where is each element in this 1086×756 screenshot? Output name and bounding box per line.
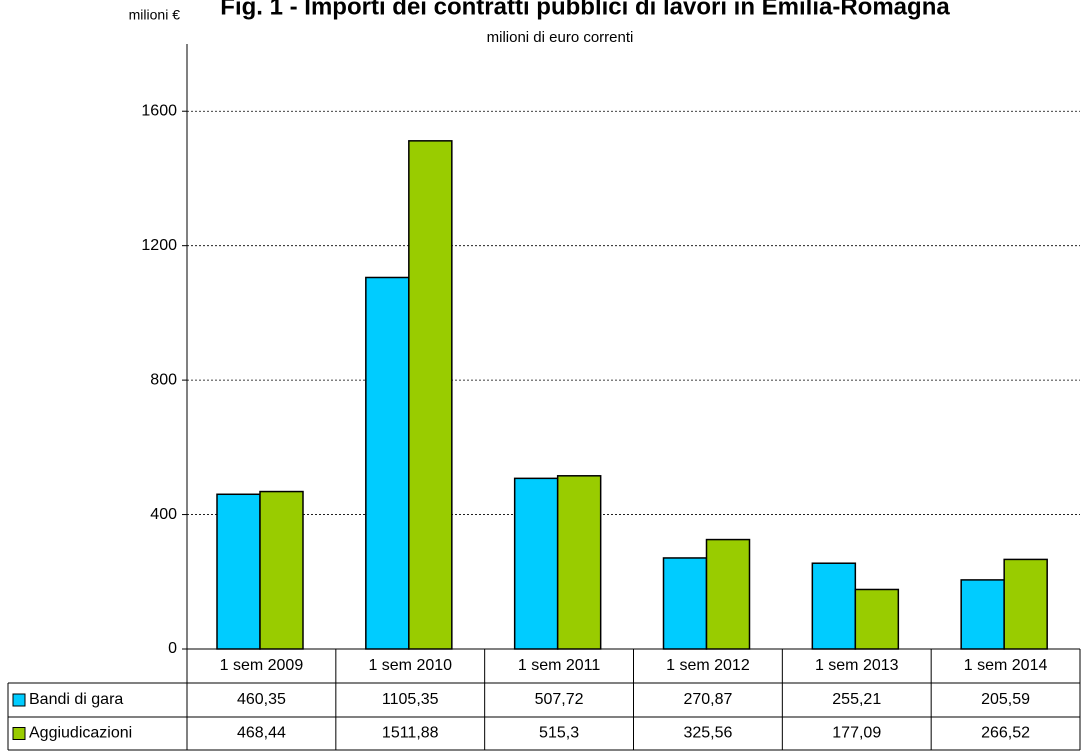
chart-subtitle: milioni di euro correnti [487, 29, 634, 46]
bar [259, 490, 304, 650]
bar [960, 579, 1005, 650]
bar [365, 276, 410, 650]
y-tick-label: 800 [150, 371, 177, 388]
table-value: 270,87 [683, 691, 732, 708]
table-value: 515,3 [539, 725, 579, 742]
bar [216, 493, 261, 650]
table-value: 255,21 [832, 691, 881, 708]
table-value: 266,52 [981, 725, 1030, 742]
legend-label: Bandi di gara [29, 691, 123, 708]
y-axis-label: milioni € [129, 7, 181, 23]
table-value: 460,35 [237, 691, 286, 708]
bar [513, 477, 559, 650]
x-tick-label: 1 sem 2012 [666, 657, 750, 674]
y-tick-label: 1600 [141, 102, 177, 119]
table-value: 507,72 [535, 691, 584, 708]
legend-label: Aggiudicazioni [29, 725, 132, 742]
table-value: 177,09 [832, 725, 881, 742]
bar [854, 588, 900, 650]
y-tick-label: 0 [168, 640, 177, 657]
bar [811, 562, 857, 650]
chart-title: Fig. 1 - Importi dei contratti pubblici … [220, 0, 950, 20]
bar [662, 557, 708, 650]
bar [1003, 558, 1048, 650]
bar [408, 140, 453, 650]
legend-swatch [12, 693, 26, 707]
legend-swatch [12, 727, 26, 740]
table-value: 1511,88 [382, 725, 439, 742]
table-value: 468,44 [237, 725, 286, 742]
bar [705, 538, 751, 650]
x-tick-label: 1 sem 2014 [964, 657, 1048, 674]
x-tick-label: 1 sem 2013 [815, 657, 899, 674]
table-value: 325,56 [683, 725, 732, 742]
x-tick-label: 1 sem 2010 [368, 657, 452, 674]
table-value: 1105,35 [382, 691, 439, 708]
bar [556, 475, 602, 650]
y-tick-label: 1200 [141, 237, 177, 254]
x-tick-label: 1 sem 2011 [518, 657, 601, 674]
y-tick-label: 400 [150, 506, 177, 523]
x-tick-label: 1 sem 2009 [220, 657, 304, 674]
table-value: 205,59 [981, 691, 1030, 708]
